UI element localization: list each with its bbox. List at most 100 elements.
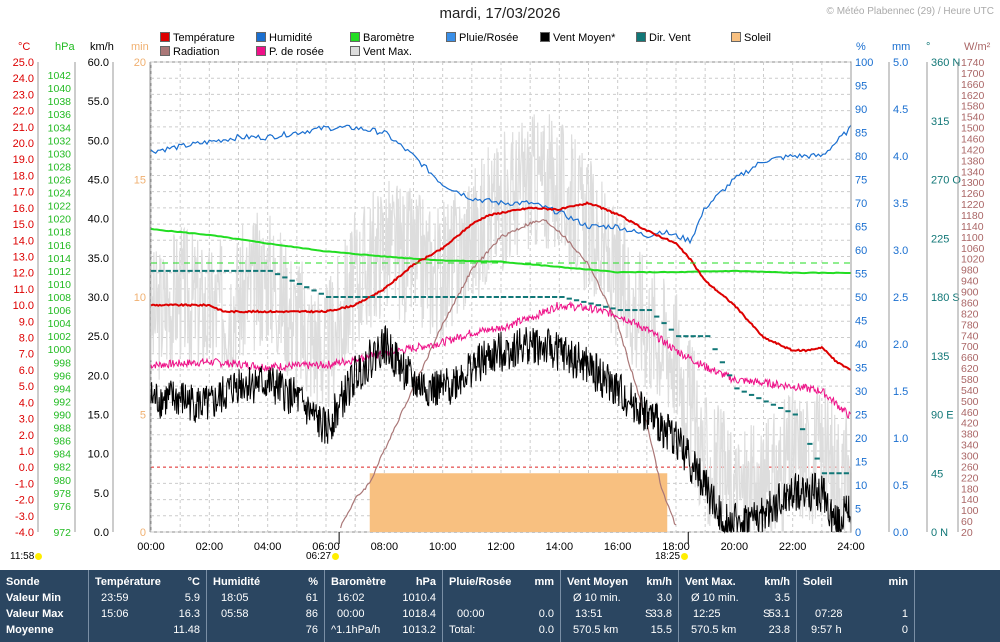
axis-tick-pressure: 1042 bbox=[48, 70, 72, 82]
axis-tick-radiation: 620 bbox=[961, 363, 979, 375]
axis-tick-rain: 3.5 bbox=[893, 198, 908, 210]
legend-item-dir-vent: Dir. Vent bbox=[636, 32, 691, 44]
x-tick-label: 00:00 bbox=[137, 541, 165, 553]
stats-label-max: Valeur Max bbox=[6, 608, 64, 620]
axis-tick-humidity: 55 bbox=[855, 269, 867, 281]
axis-tick-rain: 2.0 bbox=[893, 339, 908, 351]
axis-tick-temperature: 16.0 bbox=[13, 203, 34, 215]
axis-tick-temperature: 5.0 bbox=[19, 381, 34, 393]
x-tick-label: 14:00 bbox=[546, 541, 574, 553]
axis-tick-humidity: 5 bbox=[855, 504, 861, 516]
legend-item-humidité: Humidité bbox=[256, 32, 312, 44]
axis-tick-direction: 135 bbox=[931, 351, 949, 363]
x-tick-label: 22:00 bbox=[779, 541, 807, 553]
sunset-time: 18:25 bbox=[655, 551, 689, 562]
axis-tick-humidity: 75 bbox=[855, 175, 867, 187]
x-tick-label: 02:00 bbox=[196, 541, 224, 553]
legend-item-soleil: Soleil bbox=[731, 32, 771, 44]
axis-tick-radiation: 980 bbox=[961, 265, 979, 277]
axis-tick-wind: 0.0 bbox=[94, 527, 109, 539]
axis-tick-radiation: 660 bbox=[961, 352, 979, 364]
axis-tick-humidity: 85 bbox=[855, 128, 867, 140]
axis-tick-temperature: 15.0 bbox=[13, 219, 34, 231]
axis-tick-humidity: 30 bbox=[855, 386, 867, 398]
axis-tick-radiation: 1060 bbox=[961, 243, 985, 255]
axis-tick-radiation: 1340 bbox=[961, 166, 985, 178]
stats-temperature: Température °C 23:59 5.9 15:06 16.3 11.48 bbox=[88, 570, 206, 642]
axis-tick-humidity: 25 bbox=[855, 410, 867, 422]
axis-tick-temperature: 0.0 bbox=[19, 462, 34, 474]
axis-tick-temperature: 21.0 bbox=[13, 122, 34, 134]
axis-tick-humidity: 0 bbox=[855, 527, 861, 539]
axis-tick-direction: 270 O bbox=[931, 175, 961, 187]
stats-empty-col bbox=[914, 570, 1000, 642]
axis-tick-radiation: 1420 bbox=[961, 144, 985, 156]
axis-tick-wind: 60.0 bbox=[88, 57, 109, 69]
axis-tick-radiation: 1580 bbox=[961, 101, 985, 113]
axis-tick-humidity: 65 bbox=[855, 222, 867, 234]
stats-label-sonde: Sonde bbox=[6, 576, 40, 588]
axis-tick-rain: 3.0 bbox=[893, 245, 908, 257]
axis-tick-rain: 5.0 bbox=[893, 57, 908, 69]
copyright-text: © Météo Plabennec (29) / Heure UTC bbox=[826, 6, 994, 17]
axis-tick-radiation: 340 bbox=[961, 440, 979, 452]
x-tick-label: 08:00 bbox=[371, 541, 399, 553]
axis-tick-direction: 0 N bbox=[931, 527, 948, 539]
x-tick-label: 04:00 bbox=[254, 541, 282, 553]
axis-tick-wind: 10.0 bbox=[88, 449, 109, 461]
sunshine-bar bbox=[369, 473, 668, 532]
axis-tick-radiation: 220 bbox=[961, 472, 979, 484]
legend-swatch bbox=[160, 46, 170, 56]
axis-tick-direction: 225 bbox=[931, 233, 949, 245]
axis-tick-radiation: 1180 bbox=[961, 210, 984, 222]
stats-rain: Pluie/Rosée mm 00:00 0.0 Total: 0.0 bbox=[442, 570, 560, 642]
axis-tick-sun: 5 bbox=[140, 410, 146, 422]
x-tick-label: 10:00 bbox=[429, 541, 457, 553]
axis-tick-temperature: 18.0 bbox=[13, 170, 34, 182]
legend-item-baromètre: Baromètre bbox=[350, 32, 414, 44]
axis-tick-wind: 30.0 bbox=[88, 292, 109, 304]
axis-tick-sun: 20 bbox=[134, 57, 146, 69]
axis-tick-radiation: 540 bbox=[961, 385, 979, 397]
legend-item-vent-max: Vent Max. bbox=[350, 46, 412, 58]
series-p-de-rosée bbox=[150, 301, 852, 419]
axis-tick-radiation: 1540 bbox=[961, 112, 985, 124]
axis-tick-temperature: 1.0 bbox=[19, 446, 34, 458]
axis-tick-pressure: 1034 bbox=[48, 122, 72, 134]
axis-tick-pressure: 996 bbox=[53, 370, 71, 382]
axis-tick-pressure: 1030 bbox=[48, 148, 72, 160]
axis-tick-radiation: 300 bbox=[961, 450, 979, 462]
axis-tick-radiation: 1700 bbox=[961, 68, 985, 80]
legend-item-vent-moyen: Vent Moyen* bbox=[540, 32, 615, 44]
axis-tick-temperature: 9.0 bbox=[19, 316, 34, 328]
axis-tick-temperature: -4.0 bbox=[15, 527, 34, 539]
x-tick-label: 16:00 bbox=[604, 541, 632, 553]
axis-tick-radiation: 1660 bbox=[961, 79, 985, 91]
axis-tick-temperature: 6.0 bbox=[19, 365, 34, 377]
axis-unit-humidity: % bbox=[856, 41, 866, 53]
axis-tick-sun: 0 bbox=[140, 527, 146, 539]
x-tick-label: 12:00 bbox=[487, 541, 515, 553]
axis-tick-temperature: 3.0 bbox=[19, 414, 34, 426]
series-vent-moyen bbox=[150, 325, 852, 534]
axis-tick-wind: 25.0 bbox=[88, 331, 109, 343]
stats-table: Sonde Valeur Min Valeur Max Moyenne Temp… bbox=[0, 570, 1000, 642]
axis-tick-pressure: 1018 bbox=[48, 227, 72, 239]
axis-tick-radiation: 1020 bbox=[961, 254, 985, 266]
axis-tick-temperature: -3.0 bbox=[15, 511, 34, 523]
axis-tick-radiation: 140 bbox=[961, 494, 979, 506]
axis-unit-pressure: hPa bbox=[55, 41, 75, 53]
axis-tick-wind: 5.0 bbox=[94, 488, 109, 500]
axis-tick-temperature: 24.0 bbox=[13, 73, 34, 85]
axis-tick-pressure: 992 bbox=[53, 396, 71, 408]
axis-tick-humidity: 35 bbox=[855, 363, 867, 375]
axis-tick-pressure: 1000 bbox=[48, 344, 72, 356]
legend-swatch bbox=[256, 46, 266, 56]
axis-tick-pressure: 978 bbox=[53, 488, 71, 500]
legend-swatch bbox=[350, 32, 360, 42]
axis-tick-rain: 0.0 bbox=[893, 527, 908, 539]
legend-item-p-de-rosée: P. de rosée bbox=[256, 46, 324, 58]
sunrise-time: 06:27 bbox=[306, 551, 340, 562]
stats-pressure: Baromètre hPa 16:02 1010.4 00:00 1018.4 ^1.… bbox=[324, 570, 442, 642]
